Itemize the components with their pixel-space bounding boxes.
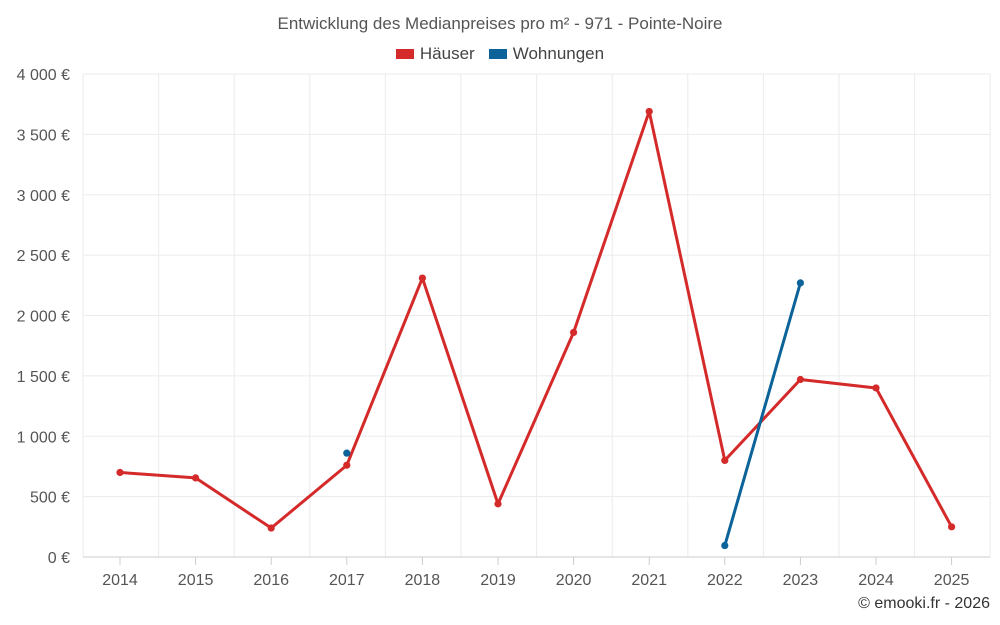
data-point-wohnungen[interactable]	[796, 279, 805, 287]
x-tick-label: 2017	[329, 572, 365, 589]
y-tick-label: 3 000 €	[17, 188, 70, 205]
x-tick-label: 2020	[556, 572, 592, 589]
data-point-haeuser[interactable]	[494, 500, 502, 508]
x-tick-label: 2021	[631, 572, 667, 589]
data-point-wohnungen[interactable]	[721, 541, 729, 550]
series-line-haeuser	[119, 109, 953, 530]
x-tick-label: 2025	[934, 572, 970, 589]
data-point-haeuser[interactable]	[343, 461, 351, 469]
data-point-haeuser[interactable]	[192, 474, 200, 482]
x-tick-label: 2024	[858, 572, 894, 589]
data-point-haeuser[interactable]	[645, 107, 653, 116]
x-tick-label: 2016	[253, 572, 289, 589]
legend-swatch-haeuser	[395, 49, 414, 59]
data-point-wohnungen[interactable]	[343, 449, 351, 457]
x-tick-label: 2015	[178, 572, 214, 589]
x-tick-label: 2019	[480, 572, 516, 589]
data-point-haeuser[interactable]	[570, 328, 578, 337]
x-tick-label: 2014	[102, 572, 138, 589]
y-tick-label: 1 500 €	[17, 369, 70, 386]
legend-label-wohnungen: Wohnungen	[512, 44, 605, 63]
data-point-haeuser[interactable]	[721, 456, 729, 464]
legend-label-haeuser: Häuser	[419, 44, 475, 63]
y-tick-label: 1 000 €	[17, 429, 70, 446]
chart-title: Entwicklung des Medianpreises pro m² - 9…	[277, 14, 723, 33]
legend: Häuser Wohnungen	[0, 44, 1000, 64]
x-tick-label: 2022	[707, 572, 743, 589]
data-point-haeuser[interactable]	[796, 375, 805, 384]
credit-text: © emooki.fr - 2026	[858, 595, 990, 612]
legend-swatch-wohnungen	[488, 49, 507, 59]
legend-item-wohnungen[interactable]: Wohnungen	[488, 44, 605, 64]
x-tick-label: 2018	[405, 572, 441, 589]
series-line-wohnungen	[723, 282, 802, 546]
x-tick-label: 2023	[783, 572, 819, 589]
legend-item-haeuser[interactable]: Häuser	[395, 44, 475, 64]
y-tick-label: 500 €	[30, 490, 70, 507]
y-tick-label: 0 €	[48, 550, 70, 567]
data-point-haeuser[interactable]	[948, 523, 956, 531]
data-point-haeuser[interactable]	[872, 384, 880, 392]
y-tick-label: 2 500 €	[17, 248, 70, 265]
data-point-haeuser[interactable]	[418, 274, 426, 282]
data-point-haeuser[interactable]	[267, 524, 275, 532]
y-tick-label: 3 500 €	[17, 127, 70, 144]
y-tick-label: 4 000 €	[17, 67, 70, 84]
data-point-haeuser[interactable]	[116, 468, 124, 477]
y-tick-label: 2 000 €	[17, 309, 70, 326]
